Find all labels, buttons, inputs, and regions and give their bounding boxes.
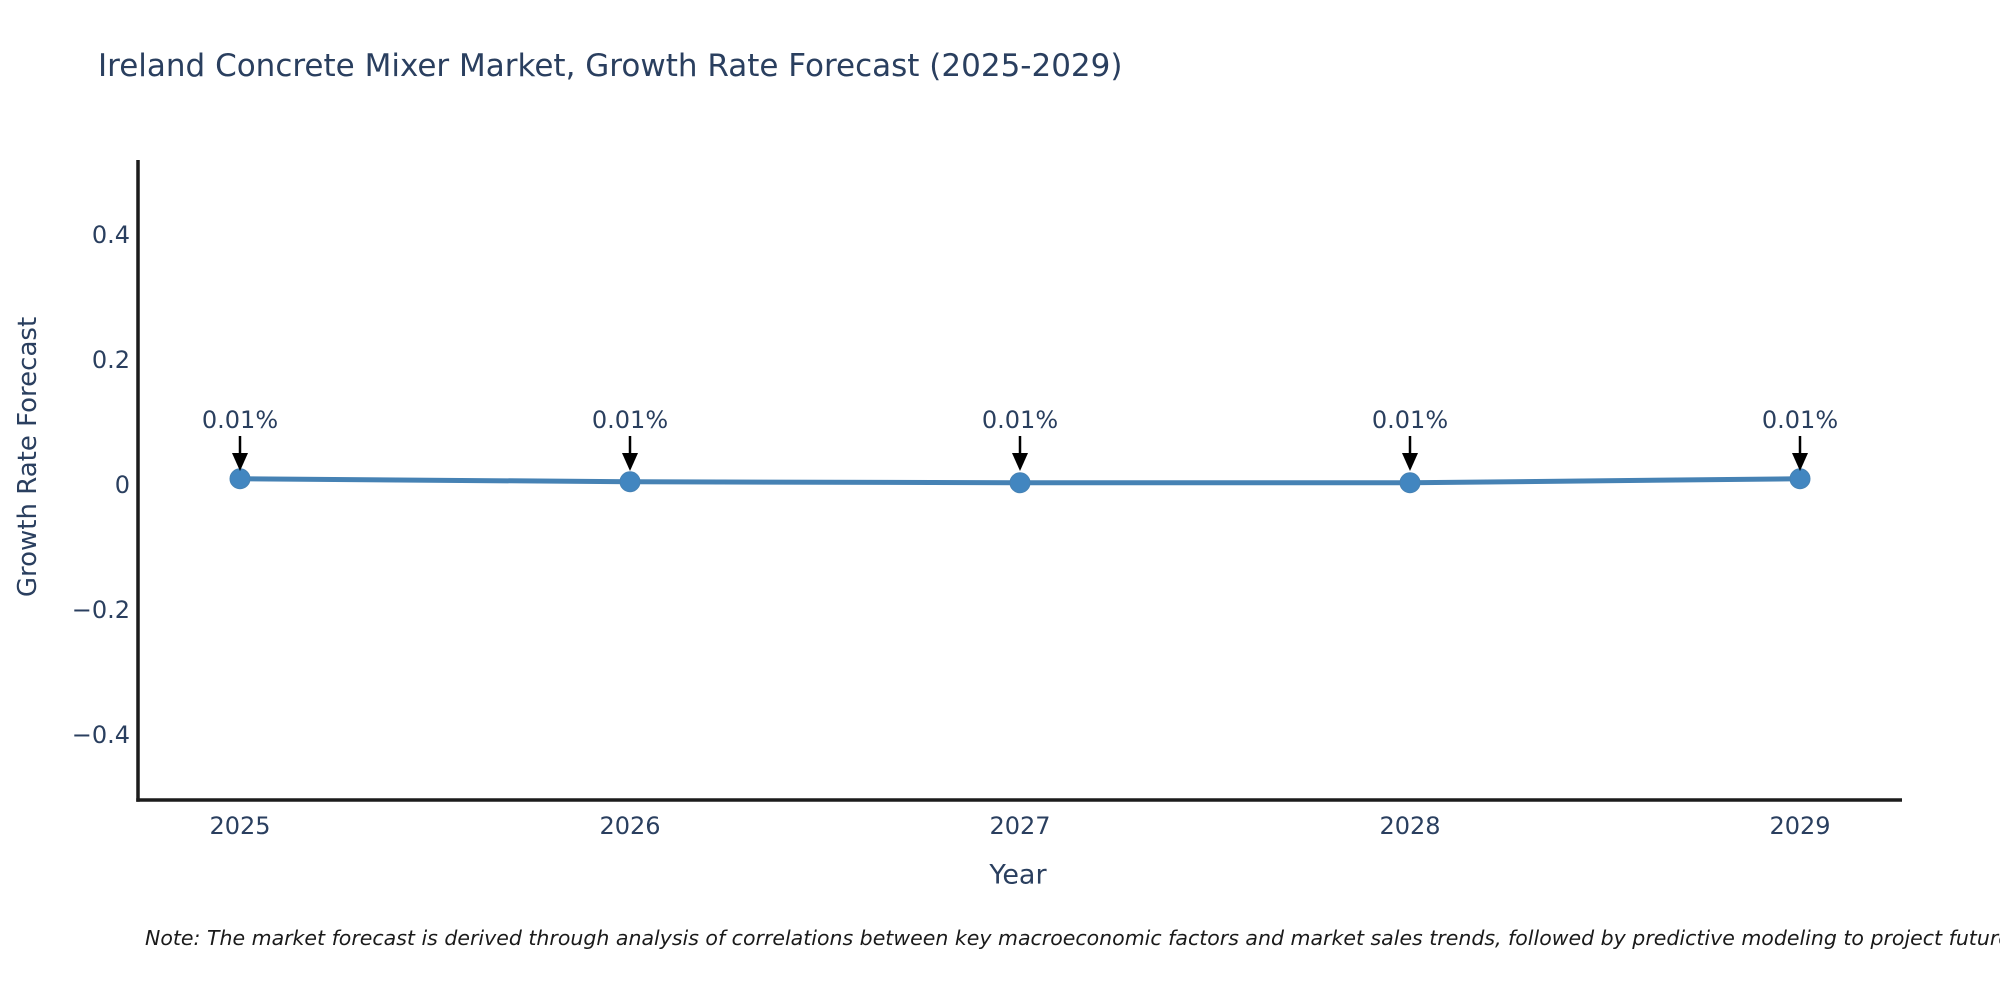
y-tick-label: −0.4: [72, 721, 130, 749]
data-label: 0.01%: [1372, 406, 1448, 434]
data-point-marker: [1399, 472, 1421, 494]
y-tick-label: 0.2: [92, 346, 130, 374]
data-point-marker: [1009, 472, 1031, 494]
annotation-arrowhead-icon: [1012, 453, 1028, 471]
annotation-arrowhead-icon: [1792, 453, 1808, 471]
x-tick-label: 2029: [1769, 812, 1830, 840]
footnote: Note: The market forecast is derived thr…: [145, 926, 2000, 950]
y-tick-label: −0.2: [72, 596, 130, 624]
annotation-arrowhead-icon: [622, 453, 638, 471]
x-tick-label: 2025: [209, 812, 270, 840]
y-tick-label: 0.4: [92, 221, 130, 249]
annotation-arrowhead-icon: [1402, 453, 1418, 471]
x-tick-label: 2028: [1379, 812, 1440, 840]
x-tick-label: 2027: [989, 812, 1050, 840]
data-point-marker: [619, 471, 641, 493]
chart-title: Ireland Concrete Mixer Market, Growth Ra…: [98, 48, 1123, 84]
y-tick-label: 0: [115, 471, 130, 499]
x-tick-label: 2026: [599, 812, 660, 840]
annotation-arrowhead-icon: [232, 453, 248, 471]
data-label: 0.01%: [592, 406, 668, 434]
data-point-marker: [1789, 468, 1811, 490]
data-point-marker: [229, 468, 251, 490]
data-label: 0.01%: [982, 406, 1058, 434]
data-label: 0.01%: [202, 406, 278, 434]
x-axis-title: Year: [989, 859, 1047, 891]
data-label: 0.01%: [1762, 406, 1838, 434]
